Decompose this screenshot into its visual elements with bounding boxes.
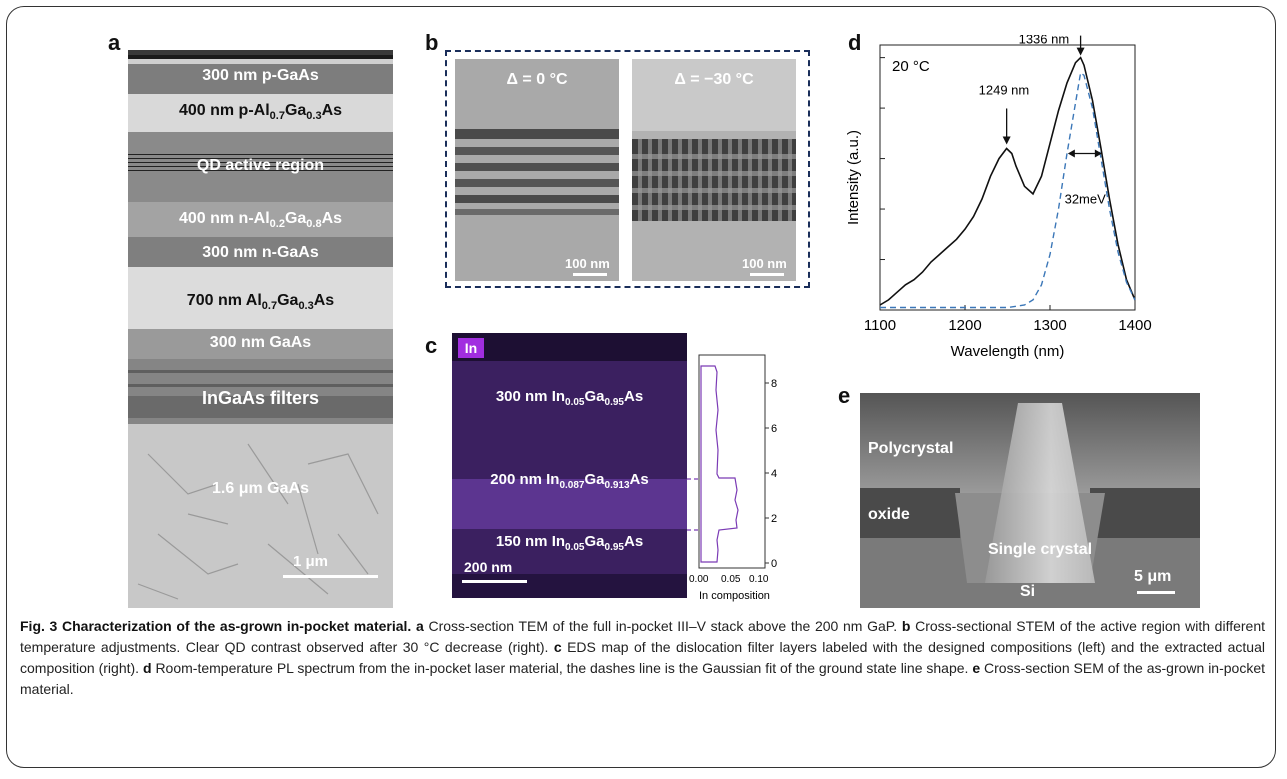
x-tick-label: 0.10 [749,574,769,585]
panel-label-e: e [838,383,851,408]
composition-profile: 0 200 400 600 800 0.00 0.05 0.10 In comp… [687,354,777,602]
x-tick-label: 1200 [948,317,981,334]
figure-number: Fig. 3 [20,618,58,634]
plot-area [879,44,1136,311]
x-tick-label: 0.05 [721,574,741,585]
layer-label: 1.6 μm GaAs [212,480,309,497]
sem-cross-section-image: Polycrystal oxide Single crystal Si 5 μm [860,393,1200,608]
caption-text: Room-temperature PL spectrum from the in… [155,660,969,676]
x-tick-label: 1100 [864,317,896,334]
scale-bar-label: 200 nm [464,559,513,575]
stem-panel: Δ = 0 °C 100 nm Δ = −30 °C 100 nm [445,50,810,288]
caption-title: Characterization of the as-grown in-pock… [62,618,412,634]
y-tick-label: 800 [771,378,777,390]
y-axis-label: Intensity (a.u.) [845,130,862,225]
panel-label-a: a [108,30,121,55]
scale-bar [462,580,527,583]
peak-arrowhead [1002,136,1011,145]
x-tick-label: 1300 [1033,317,1066,334]
caption-text: Cross-section TEM of the full in-pocket … [428,618,898,634]
figure-caption: Fig. 3 Characterization of the as-grown … [20,616,1265,700]
dislocation-lines [137,443,379,600]
stem-image-left: Δ = 0 °C 100 nm [455,59,619,281]
gaussian-fit-line [880,71,1136,309]
panel-label-c: c [425,333,438,358]
single-crystal-label: Single crystal [988,541,1093,558]
oxide-label: oxide [868,506,910,523]
fwhm-arrowhead [1094,149,1102,158]
temperature-label-right: Δ = −30 °C [674,71,754,88]
pl-spectrum-line [879,56,1136,306]
scale-bar [1137,591,1175,594]
layer-label: 300 nm GaAs [209,334,312,351]
scale-bar-label: 5 μm [1134,568,1172,585]
y-tick-label: 0 [771,558,777,570]
layer-label: 300 nm In0.05Ga0.95As [495,388,644,408]
layer-label: 300 nm p-GaAs [202,67,319,84]
si-label: Si [1020,583,1036,600]
layer-label: 700 nm Al0.7Ga0.3As [186,292,335,313]
y-tick-label: 200 [771,513,777,525]
polycrystal-label: Polycrystal [868,440,954,457]
caption-text: Cross-section SEM of the as-grown in-poc… [20,660,1265,697]
y-tick-label: 400 [771,468,777,480]
panel-label-d: d [848,30,862,55]
element-label: In [458,338,484,358]
fwhm-annotation: 32meV [1065,191,1107,206]
tem-cross-section-image: 300 nm p-GaAs 400 nm p-Al0.7Ga0.3As QD a… [128,50,393,608]
pl-spectrum-chart: 1100 1200 1300 1400 20 °C 1249 nm 1336 nm 3… [845,35,1152,360]
layer-label: 400 nm p-Al0.7Ga0.3As [178,102,343,123]
caption-panel-label: d [142,660,152,676]
layer-label: 200 nm In0.087Ga0.913As [490,471,649,491]
scale-bar-label: 1 μm [293,553,329,570]
peak-annotation: 1249 nm [979,82,1030,97]
stem-image-right: Δ = −30 °C 100 nm [632,59,796,281]
caption-text: EDS map of the dislocation filter layers… [20,639,1265,676]
y-tick-label: 600 [771,423,777,435]
layer-label: 300 nm n-GaAs [202,244,319,261]
caption-text: Cross-sectional STEM of the active regio… [20,618,1266,655]
scale-bar [750,273,784,276]
temperature-label: 20 °C [892,58,930,75]
layer-label: InGaAs filters [201,388,320,408]
peak-arrowhead [1076,47,1085,56]
caption-panel-label: a [416,618,424,634]
scale-bar [573,273,607,276]
x-tick-label: 0.00 [689,574,709,585]
temperature-label-left: Δ = 0 °C [506,71,568,88]
peak-annotation: 1336 nm [1019,35,1070,47]
layer-label: 150 nm In0.05Ga0.95As [495,533,644,553]
x-axis-label: Wavelength (nm) [951,343,1065,360]
x-axis-label: In composition [699,590,770,602]
scale-bar [283,575,378,578]
caption-panel-label: b [901,618,911,634]
caption-panel-label: e [972,660,981,676]
layer-label: 400 nm n-Al0.2Ga0.8As [178,210,343,231]
panel-label-b: b [425,30,439,55]
x-tick-label: 1400 [1118,317,1151,334]
eds-map-image: In 300 nm In0.05Ga0.95As 200 nm In0.087G… [452,333,687,598]
scale-bar-label: 100 nm [742,256,787,271]
layer-label: QD active region [196,157,325,174]
caption-panel-label: c [553,639,562,655]
scale-bar-label: 100 nm [565,256,610,271]
fwhm-arrowhead [1067,149,1075,158]
